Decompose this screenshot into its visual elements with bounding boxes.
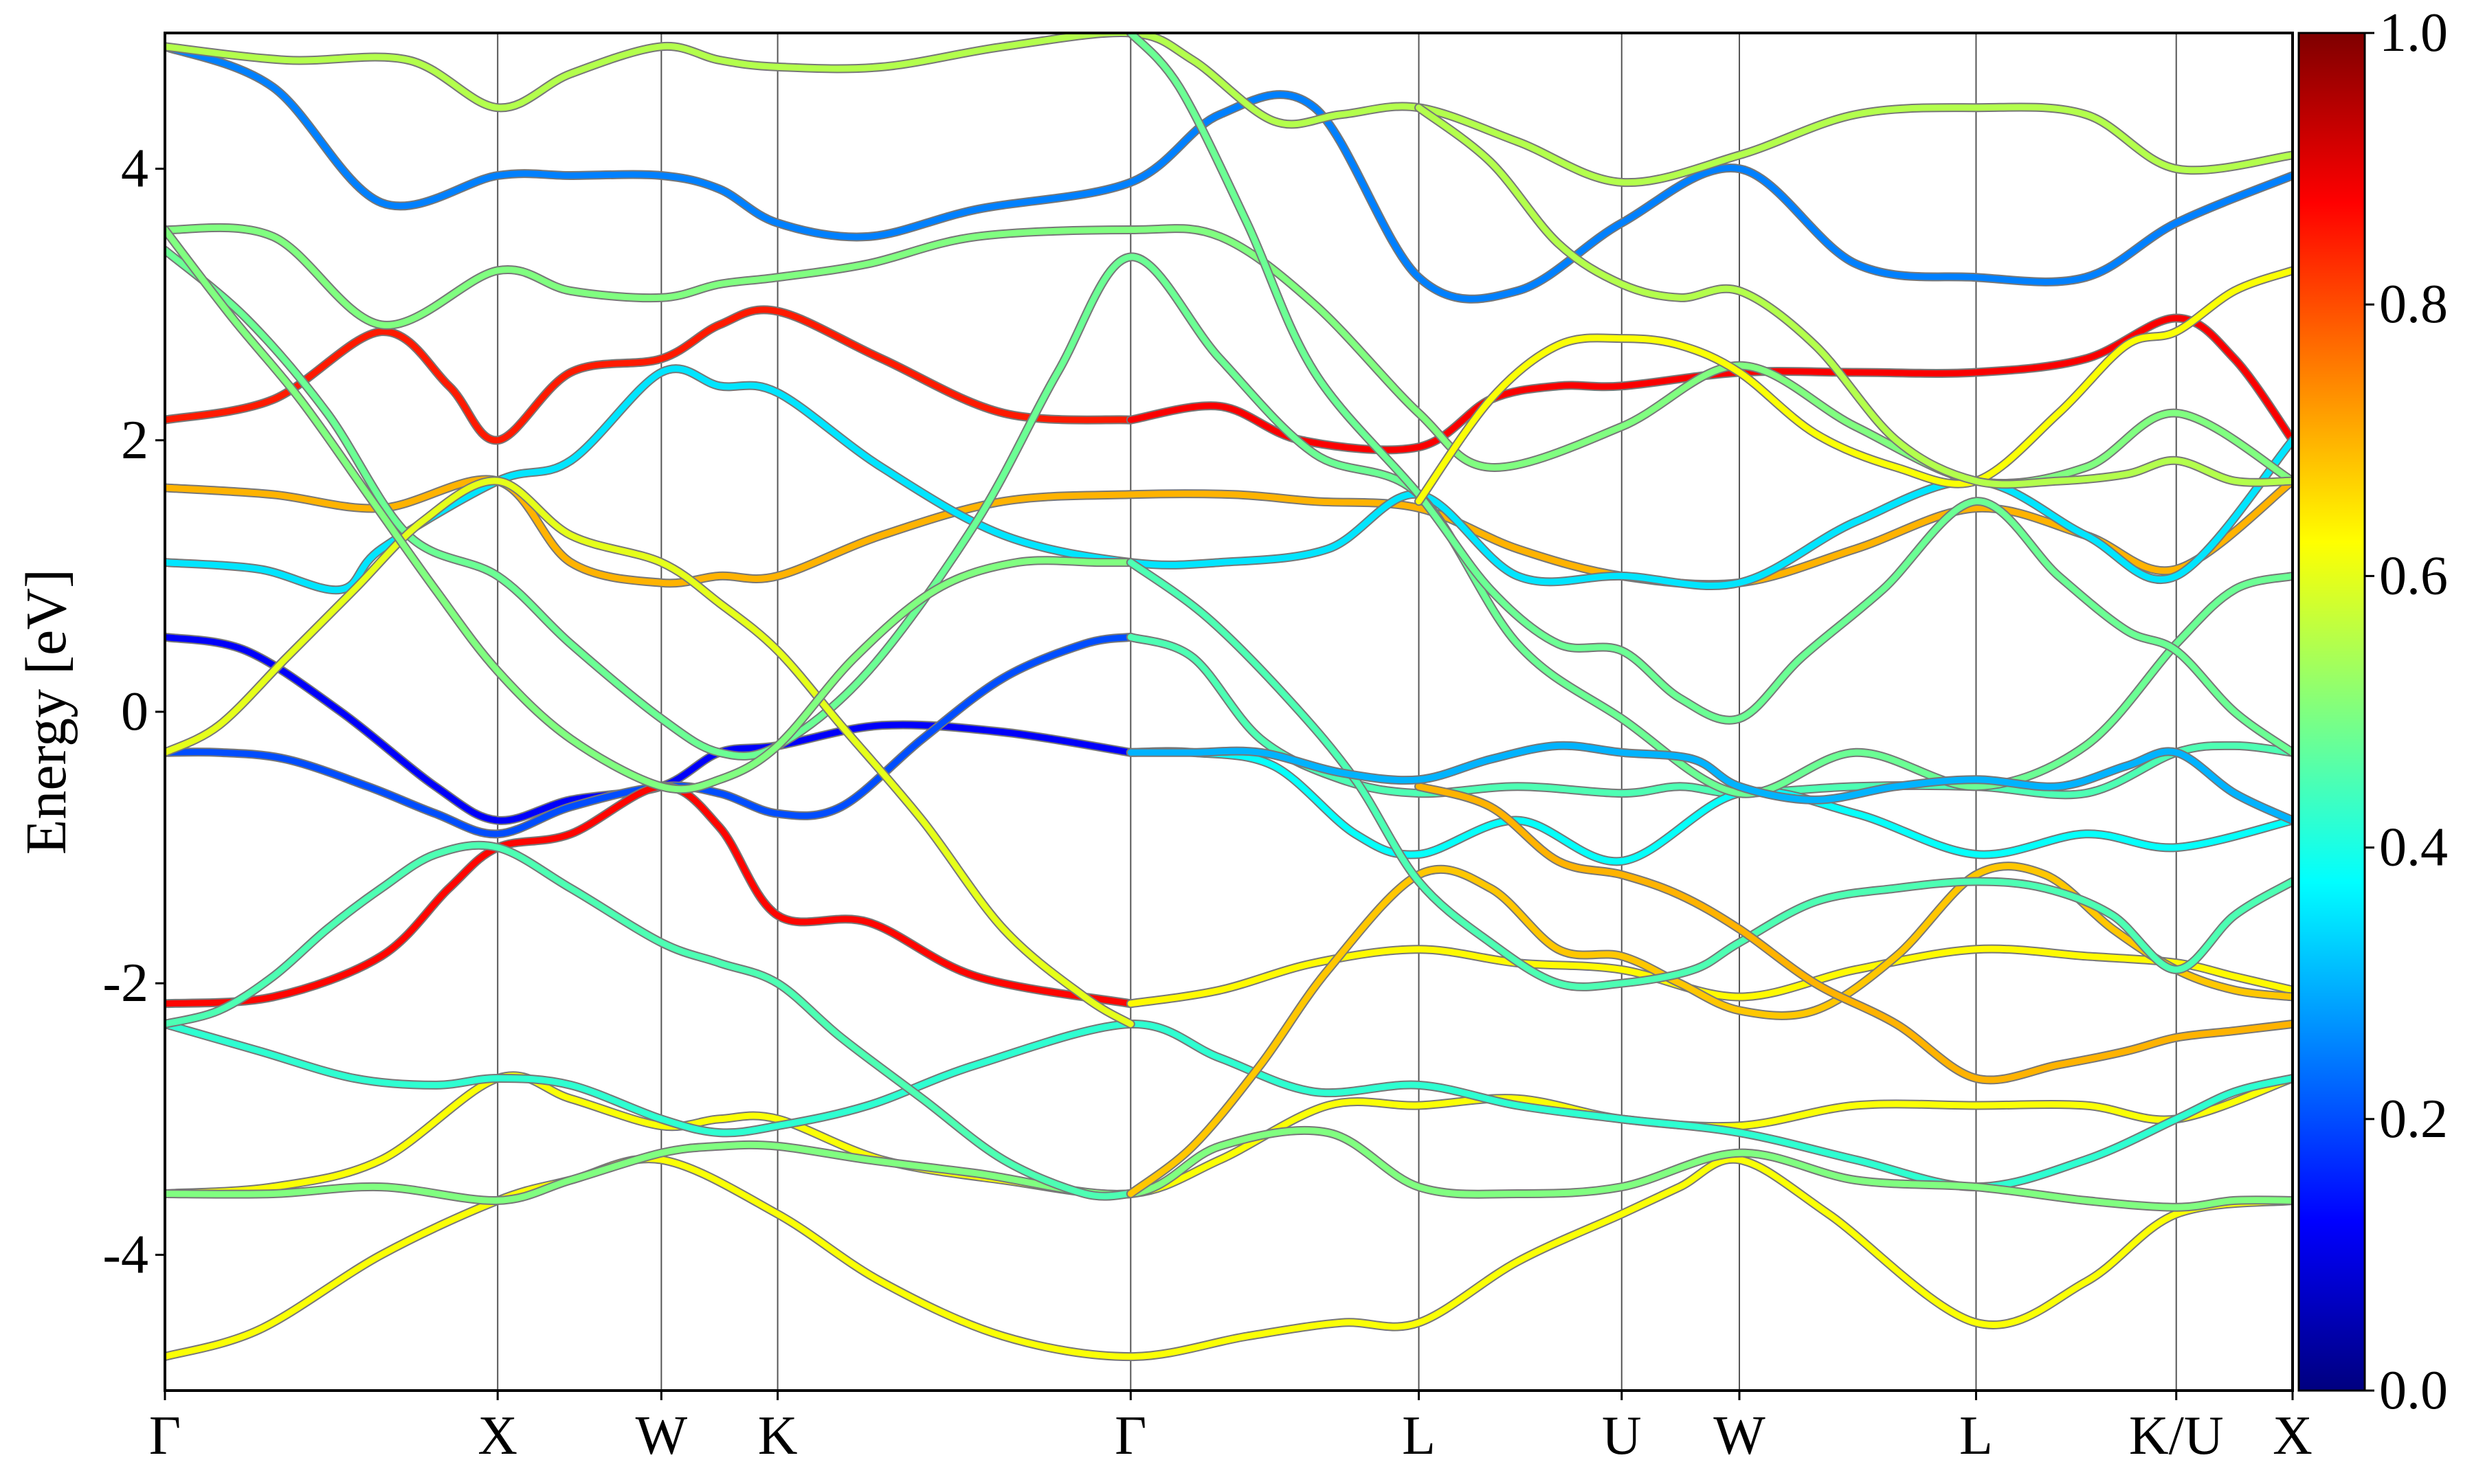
colorbar-tick-label: 1.0 (2379, 3, 2448, 63)
band-outline (165, 782, 1135, 1009)
band-line (1416, 783, 2293, 1083)
band-line (165, 477, 1134, 1027)
y-axis-label: Energy [eV] (14, 569, 78, 855)
band-line (165, 306, 1134, 444)
band-line (1127, 559, 2293, 990)
y-tick-label: 2 (121, 410, 148, 471)
band-line (1416, 104, 2293, 488)
band-line (165, 43, 2293, 302)
x-tick-label: Γ (149, 1406, 181, 1466)
band-line (165, 247, 2293, 797)
colorbar-tick-label: 0.6 (2379, 546, 2448, 606)
band-line (1127, 945, 2293, 1007)
band-line (1127, 863, 2293, 1197)
band-outline (165, 245, 2293, 798)
band-line (165, 224, 2293, 487)
y-tick-label: 0 (121, 682, 148, 742)
band-outline (165, 223, 2293, 488)
y-tick-label: 4 (121, 139, 148, 199)
x-tick-label: K (758, 1406, 798, 1466)
band-line (1127, 33, 2293, 756)
colorbar-tick-label: 0.0 (2379, 1360, 2448, 1421)
x-tick-label: X (478, 1406, 517, 1466)
band-outline (165, 632, 1135, 839)
band-line (165, 1072, 2293, 1198)
x-tick-label: L (1959, 1406, 1993, 1466)
band-line (1127, 748, 2293, 865)
band-line (1416, 267, 2293, 505)
band-line (165, 633, 1134, 837)
x-tick-label: L (1402, 1406, 1436, 1466)
colorbar-tick-label: 0.2 (2379, 1089, 2448, 1149)
x-tick-label: X (2273, 1406, 2313, 1466)
band-outline (165, 1071, 2293, 1199)
x-tick-label: Γ (1115, 1406, 1146, 1466)
band-line (165, 33, 2293, 186)
band-outline (1126, 313, 2293, 455)
band-line (165, 1127, 2293, 1211)
x-tick-label: W (1713, 1406, 1765, 1466)
band-line (1127, 742, 2293, 824)
band-line (165, 227, 1134, 793)
colorbar-tick-label: 0.8 (2379, 274, 2448, 335)
band-line (165, 1156, 2293, 1360)
colorbar (2297, 32, 2366, 1392)
band-line (165, 842, 1134, 1200)
x-tick-label: U (1602, 1406, 1642, 1466)
y-tick-label: -4 (102, 1224, 148, 1285)
x-tick-label: K/U (2129, 1406, 2224, 1466)
colorbar-tick-label: 0.4 (2379, 818, 2448, 878)
y-axis: -4 -2 0 2 4 (102, 139, 165, 1285)
x-axis: Γ X W K Γ L U W L K/U X (149, 1391, 2313, 1466)
band-outline (165, 840, 1135, 1201)
band-line (165, 476, 2293, 588)
band-line (1127, 315, 2293, 453)
band-lines (165, 33, 2293, 1362)
band-outline (1126, 33, 2293, 757)
band-line (165, 783, 1134, 1007)
x-tick-label: W (636, 1406, 688, 1466)
y-tick-label: -2 (102, 953, 148, 1013)
colorbar-axis: 0.0 0.2 0.4 0.6 0.8 1.0 (2365, 3, 2448, 1421)
